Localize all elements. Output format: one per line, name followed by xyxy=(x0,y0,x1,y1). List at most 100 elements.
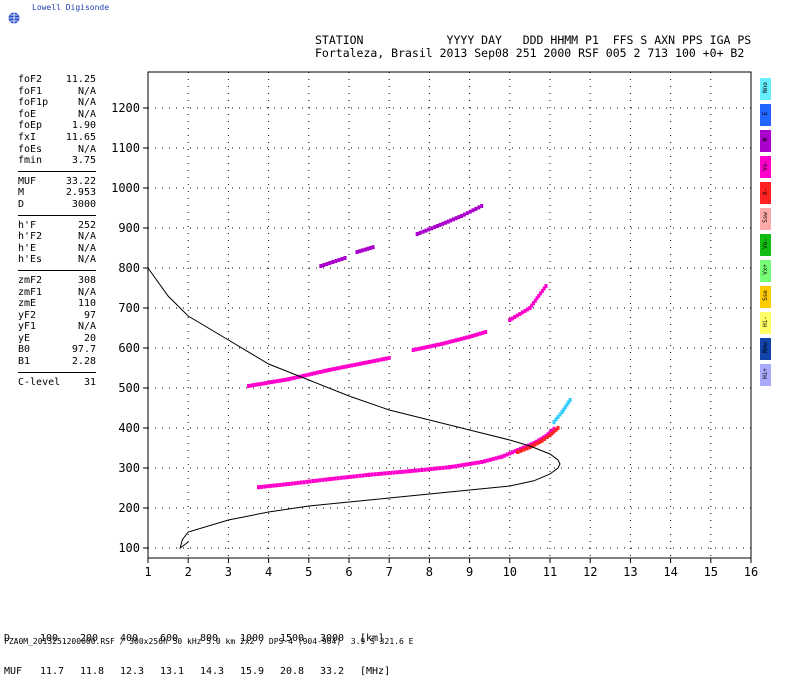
param-label: fmin xyxy=(18,155,43,167)
station-header-values: Fortaleza, Brasil 2013 Sep08 251 2000 RS… xyxy=(315,46,745,60)
legend-label: Nnw xyxy=(762,342,769,353)
param-value: 97 xyxy=(83,309,96,321)
param-label: h'F xyxy=(18,219,37,231)
globe-icon xyxy=(8,12,20,24)
table-cell: 200 xyxy=(80,633,99,644)
echo-point xyxy=(304,373,308,378)
echo-point xyxy=(565,402,569,407)
echo-point xyxy=(339,475,343,480)
x-tick-label: 5 xyxy=(305,565,312,579)
y-tick-label: 300 xyxy=(118,461,140,475)
echo-point xyxy=(417,468,421,473)
param-row: B0 97.7 xyxy=(18,344,96,356)
echo-point xyxy=(462,336,466,341)
legend-label: W xyxy=(762,137,769,142)
echo-point xyxy=(538,440,541,445)
y-tick-label: 200 xyxy=(118,501,140,515)
param-value: N/A xyxy=(77,321,96,333)
echo-point xyxy=(552,426,556,431)
param-label: M xyxy=(18,187,25,199)
echo-point xyxy=(568,398,572,402)
station-header-labels: STATION YYYY DAY DDD HHMM P1 FFS S AXN P… xyxy=(315,33,752,47)
echo-point xyxy=(533,442,537,447)
param-row: h'E N/A xyxy=(18,243,96,255)
echo-point xyxy=(420,346,424,351)
echo-point xyxy=(480,204,484,208)
x-tick-label: 8 xyxy=(426,565,433,579)
echo-point xyxy=(321,477,325,482)
echo-point xyxy=(342,475,346,480)
param-label: foEs xyxy=(18,143,43,155)
echo-point xyxy=(355,250,359,254)
y-tick-label: 1100 xyxy=(111,141,140,155)
echo-point xyxy=(392,470,396,475)
echo-point xyxy=(421,229,425,234)
legend-item: Hi+ xyxy=(760,364,771,386)
echo-point xyxy=(414,468,417,473)
echo-point xyxy=(465,211,469,216)
echo-point xyxy=(371,245,375,250)
param-label: B0 xyxy=(18,344,31,356)
param-label: foF2 xyxy=(18,74,43,85)
echo-point xyxy=(535,441,539,446)
plot-grid xyxy=(147,72,752,558)
x-tick-label: 11 xyxy=(543,565,557,579)
echo-point xyxy=(328,261,332,265)
echo-point xyxy=(497,455,501,460)
legend-item: Ssw xyxy=(760,208,771,230)
echo-point xyxy=(448,465,451,470)
echo-point xyxy=(367,472,371,477)
echo-point xyxy=(550,431,554,436)
echo-point xyxy=(290,481,294,486)
echo-point xyxy=(483,459,486,464)
param-value: 97.7 xyxy=(71,344,96,356)
echo-point xyxy=(544,284,548,288)
x-tick-label: 1 xyxy=(144,565,151,579)
station-header: STATION YYYY DAY DDD HHMM P1 FFS S AXN P… xyxy=(315,34,751,60)
x-tick-label: 12 xyxy=(583,565,597,579)
echo-point xyxy=(513,449,517,454)
echo-point xyxy=(485,458,489,463)
echo-point xyxy=(296,480,300,485)
echo-point xyxy=(340,257,344,261)
param-value: 2.953 xyxy=(65,187,96,199)
echo-point xyxy=(459,337,463,341)
echo-point xyxy=(311,479,315,483)
y-tick-label: 100 xyxy=(118,541,140,555)
echo-point xyxy=(404,469,408,474)
param-value: N/A xyxy=(77,254,96,266)
echo-point xyxy=(535,296,539,301)
param-label: foEp xyxy=(18,120,43,132)
echo-point xyxy=(432,466,436,471)
echo-point xyxy=(249,383,253,388)
echo-point xyxy=(287,377,291,382)
legend-item: Nnw xyxy=(760,338,771,360)
param-label: zmF1 xyxy=(18,286,43,298)
echo-point xyxy=(398,470,402,474)
echo-point xyxy=(545,435,549,440)
legend-item: Vx+ xyxy=(760,260,771,282)
echo-point xyxy=(287,482,291,486)
echo-point xyxy=(533,298,537,303)
table-cell: 1500 xyxy=(280,633,305,644)
legend-label: Vx+ xyxy=(762,264,769,275)
param-row: D 3000 xyxy=(18,199,96,211)
echo-point xyxy=(315,478,318,483)
param-value: 252 xyxy=(77,219,96,231)
echo-point xyxy=(284,482,288,487)
x-tick-label: 10 xyxy=(503,565,517,579)
echo-point xyxy=(454,216,458,221)
echo-point xyxy=(258,382,262,387)
echo-point xyxy=(548,433,552,438)
param-value: 1.90 xyxy=(71,120,96,132)
echo-point xyxy=(415,232,419,236)
echo-point xyxy=(356,362,360,367)
echo-point xyxy=(460,214,464,218)
echo-point xyxy=(540,438,544,443)
axis-ticks xyxy=(143,107,752,563)
echo-point xyxy=(269,483,273,488)
legend-item: Nno xyxy=(760,78,771,100)
echo-point xyxy=(480,460,484,464)
echo-point xyxy=(456,337,460,342)
echo-point xyxy=(500,454,504,459)
